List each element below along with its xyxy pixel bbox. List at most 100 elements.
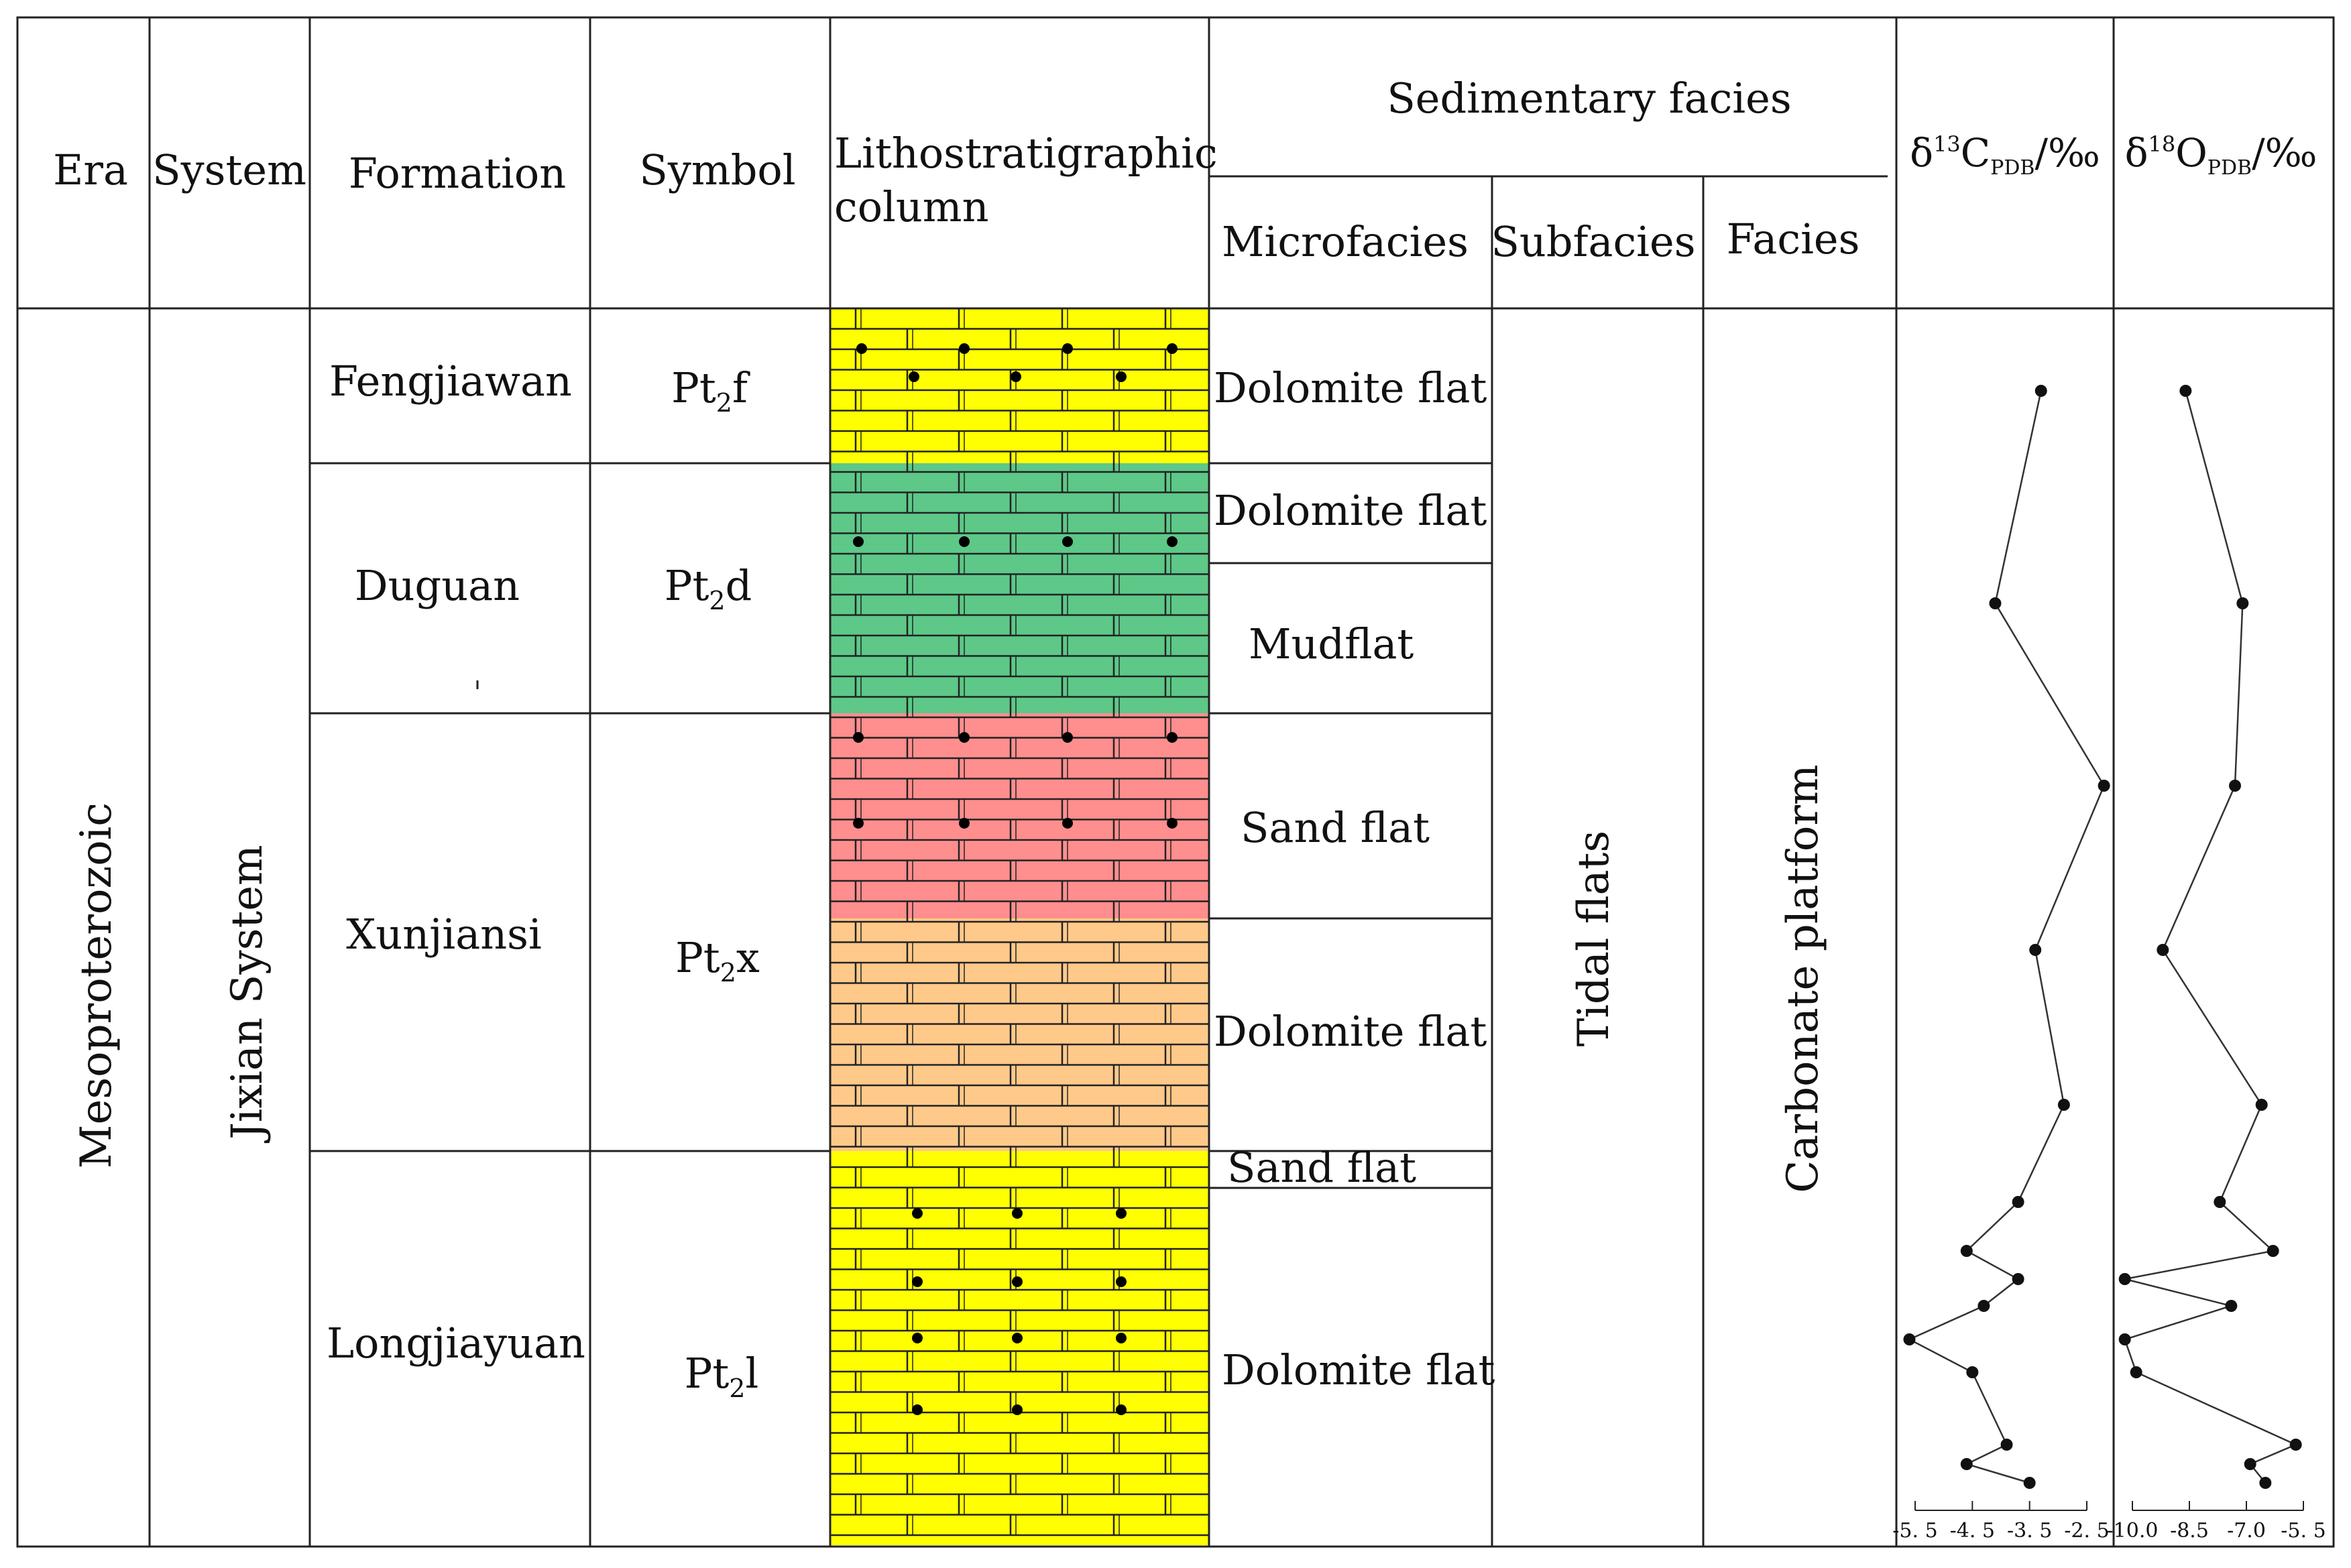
tick-label: -3. 5	[2007, 1519, 2052, 1543]
table-header: Era System Formation Symbol Lithostratig…	[53, 74, 2317, 266]
era-label: Mesoproterozoic	[72, 802, 121, 1168]
dot-symbol	[1062, 732, 1073, 743]
dot-symbol	[853, 818, 864, 829]
tick-label: -5. 5	[1892, 1519, 1937, 1543]
data-point	[2000, 1439, 2013, 1451]
header-system: System	[152, 145, 306, 194]
microfacies-3: Mudflat	[1249, 619, 1414, 668]
tick-label: -4. 5	[1950, 1519, 1995, 1543]
symbol-duguan: Pt2d	[665, 561, 752, 615]
data-point	[2029, 944, 2042, 956]
dot-symbol	[1116, 1208, 1127, 1219]
data-point	[2012, 1273, 2024, 1285]
dot-symbol	[1062, 818, 1073, 829]
microfacies-7: Dolomite flat	[1222, 1345, 1495, 1394]
microfacies-2: Dolomite flat	[1214, 486, 1487, 535]
symbol-longjiayuan: Pt2l	[685, 1349, 759, 1403]
header-microfacies: Microfacies	[1222, 217, 1469, 266]
dot-symbol	[1116, 1276, 1127, 1287]
header-era: Era	[53, 145, 128, 194]
data-point	[2229, 780, 2241, 792]
dot-symbol	[1116, 1404, 1127, 1415]
formation-xunjiansi: Xunjiansi	[346, 910, 542, 959]
data-point	[2244, 1458, 2256, 1470]
litho-band-xunjiansi-dolomite	[830, 918, 1209, 1151]
tick-label: -2. 5	[2064, 1519, 2109, 1543]
data-point	[2255, 1099, 2268, 1111]
brick-pattern	[830, 307, 1209, 1536]
data-point	[2267, 1245, 2279, 1257]
dot-symbol	[853, 732, 864, 743]
dot-symbol	[959, 536, 970, 547]
dot-symbol	[1116, 1333, 1127, 1343]
header-litho-line2: column	[834, 182, 989, 231]
dot-symbol	[912, 1208, 923, 1219]
microfacies-4: Sand flat	[1241, 803, 1430, 852]
dot-symbol	[912, 1333, 923, 1343]
header-subfacies: Subfacies	[1491, 217, 1695, 266]
dot-symbol	[959, 343, 970, 354]
formation-duguan: Duguan	[355, 561, 520, 610]
facies-label: Carbonate platform	[1778, 764, 1828, 1193]
system-label: Jixian System	[223, 845, 272, 1144]
dot-symbol	[912, 1276, 923, 1287]
formation-fengjiawan: Fengjiawan	[329, 357, 572, 406]
data-point	[2118, 1333, 2131, 1345]
microfacies-6: Sand flat	[1227, 1143, 1416, 1192]
header-d18o: δ18OPDB/‰	[2125, 130, 2317, 180]
dot-symbol	[912, 1404, 923, 1415]
lithostratigraphic-column	[830, 307, 1209, 1545]
tick-label: -8.5	[2170, 1519, 2209, 1543]
data-point	[1960, 1458, 1973, 1470]
tick-label: -7.0	[2227, 1519, 2266, 1543]
data-point	[2118, 1273, 2131, 1285]
data-point	[2098, 780, 2110, 792]
dot-symbol	[1167, 343, 1178, 354]
dot-symbol	[1167, 732, 1178, 743]
dot-symbol	[1012, 1333, 1023, 1343]
header-sedimentary-facies: Sedimentary facies	[1387, 74, 1791, 123]
dot-symbol	[1012, 1276, 1023, 1287]
dot-symbol	[1012, 1208, 1023, 1219]
dot-symbol	[959, 818, 970, 829]
dot-symbol	[1012, 1404, 1023, 1415]
dot-symbol	[1062, 343, 1073, 354]
dot-symbol	[1116, 371, 1127, 382]
data-point	[2012, 1196, 2024, 1208]
data-point	[2057, 1099, 2070, 1111]
data-point	[2023, 1477, 2036, 1489]
dot-symbol	[853, 536, 864, 547]
litho-band-duguan	[830, 463, 1209, 713]
dot-symbol	[856, 343, 867, 354]
dot-symbol	[909, 371, 919, 382]
microfacies-5: Dolomite flat	[1214, 1007, 1487, 1056]
data-point	[2179, 385, 2192, 397]
formation-longjiayuan: Longjiayuan	[327, 1319, 585, 1368]
dot-symbol	[1167, 818, 1178, 829]
subfacies-label: Tidal flats	[1569, 831, 1619, 1047]
tick-label: -10.0	[2107, 1519, 2159, 1543]
litho-band-xunjiansi-sand	[830, 713, 1209, 918]
dot-symbol	[1167, 536, 1178, 547]
dot-symbol	[1062, 536, 1073, 547]
data-point	[2034, 385, 2047, 397]
data-point	[2259, 1477, 2272, 1489]
header-formation: Formation	[349, 149, 566, 198]
data-point	[2214, 1196, 2226, 1208]
d18o-chart: -10.0 -8.5 -7.0 -5. 5	[2107, 385, 2326, 1543]
header-litho-line1: Lithostratigraphic	[834, 129, 1218, 178]
header-facies: Facies	[1727, 215, 1860, 263]
dolomite-dot-symbols	[853, 343, 1178, 1415]
data-point	[2225, 1300, 2238, 1312]
table-grid	[16, 16, 2335, 1548]
series-line	[1907, 390, 2105, 1484]
symbol-fengjiawan: Pt2f	[671, 363, 750, 418]
d13c-chart: -5. 5 -4. 5 -3. 5 -2. 5	[1892, 385, 2110, 1543]
outer-border	[16, 16, 2335, 1548]
data-point	[2157, 944, 2169, 956]
data-point	[2130, 1366, 2142, 1378]
microfacies-1: Dolomite flat	[1214, 363, 1487, 412]
header-symbol: Symbol	[639, 145, 795, 194]
data-point	[1966, 1366, 1979, 1378]
